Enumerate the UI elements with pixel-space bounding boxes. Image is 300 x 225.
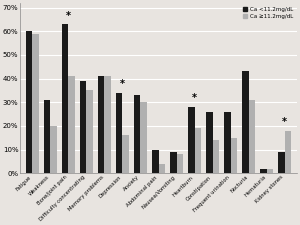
Bar xyxy=(140,102,147,173)
Bar xyxy=(32,34,39,173)
Bar xyxy=(176,154,183,173)
Bar xyxy=(278,152,285,173)
Bar xyxy=(194,128,201,173)
Bar xyxy=(50,126,57,173)
Bar xyxy=(188,107,194,173)
Bar xyxy=(158,164,165,173)
Bar xyxy=(104,76,111,173)
Bar xyxy=(231,138,237,173)
Bar xyxy=(242,72,249,173)
Bar xyxy=(224,112,231,173)
Bar xyxy=(44,100,50,173)
Text: *: * xyxy=(282,117,287,127)
Bar xyxy=(170,152,176,173)
Bar xyxy=(80,81,86,173)
Bar xyxy=(98,76,104,173)
Bar xyxy=(116,93,122,173)
Legend: Ca <11.2mg/dL, Ca ≥11.2mg/dL: Ca <11.2mg/dL, Ca ≥11.2mg/dL xyxy=(241,6,294,21)
Bar xyxy=(267,169,273,173)
Bar xyxy=(86,90,93,173)
Bar xyxy=(260,169,267,173)
Bar xyxy=(285,131,291,173)
Text: *: * xyxy=(192,93,197,104)
Text: *: * xyxy=(66,11,71,20)
Bar xyxy=(122,135,129,173)
Bar xyxy=(213,140,219,173)
Bar xyxy=(152,150,158,173)
Bar xyxy=(134,95,140,173)
Bar xyxy=(68,76,75,173)
Bar xyxy=(62,24,68,173)
Text: *: * xyxy=(120,79,125,89)
Bar xyxy=(26,31,32,173)
Bar xyxy=(206,112,213,173)
Bar xyxy=(249,100,255,173)
